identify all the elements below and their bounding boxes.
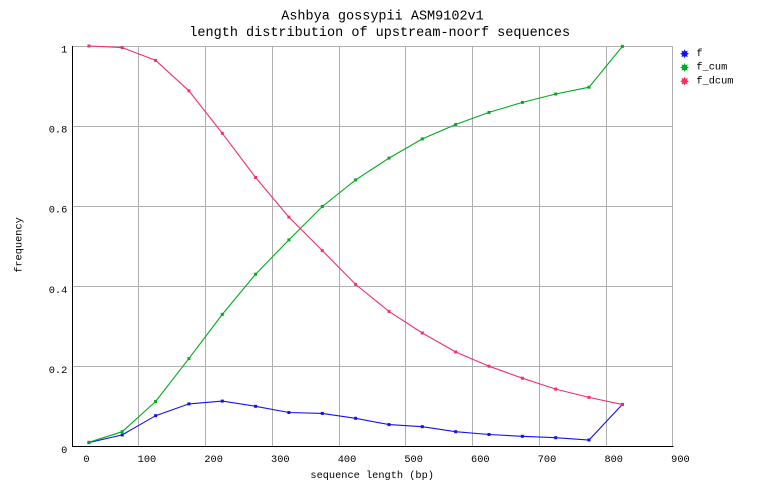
svg-text:f: f — [696, 48, 702, 60]
svg-text:600: 600 — [471, 454, 490, 466]
svg-text:0.6: 0.6 — [49, 205, 68, 217]
svg-text:1: 1 — [61, 45, 67, 57]
svg-text:f_cum: f_cum — [696, 62, 727, 74]
svg-text:sequence length (bp): sequence length (bp) — [310, 470, 434, 482]
svg-text:400: 400 — [338, 454, 357, 466]
svg-text:900: 900 — [671, 454, 690, 466]
svg-text:300: 300 — [271, 454, 290, 466]
svg-text:200: 200 — [204, 454, 223, 466]
svg-text:frequency: frequency — [14, 217, 26, 273]
svg-text:f_dcum: f_dcum — [696, 75, 733, 87]
svg-text:length distribution of upstrea: length distribution of upstream-noorf se… — [189, 26, 570, 41]
svg-text:500: 500 — [404, 454, 423, 466]
svg-text:100: 100 — [138, 454, 157, 466]
svg-text:Ashbya gossypii ASM9102v1: Ashbya gossypii ASM9102v1 — [281, 10, 484, 25]
svg-text:0.2: 0.2 — [49, 365, 68, 377]
svg-text:0: 0 — [83, 454, 89, 466]
svg-text:0.8: 0.8 — [49, 125, 68, 137]
svg-text:0.4: 0.4 — [49, 285, 68, 297]
svg-text:700: 700 — [538, 454, 557, 466]
svg-text:800: 800 — [604, 454, 623, 466]
svg-text:0: 0 — [61, 445, 67, 457]
